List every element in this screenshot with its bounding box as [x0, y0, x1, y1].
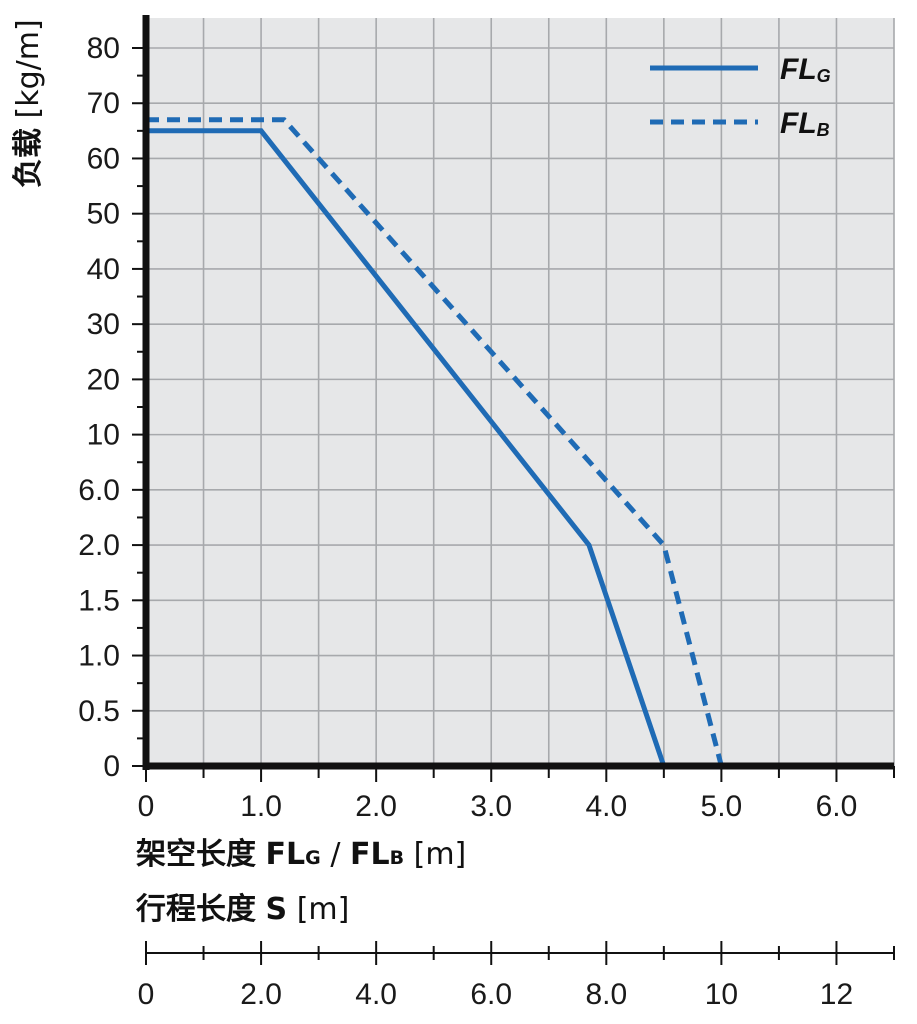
y-tick-label: 2.0 [78, 529, 120, 562]
x2-tick-label: 8.0 [585, 978, 627, 1011]
series-line-flb [146, 117, 724, 767]
y-tick-label: 0.5 [78, 695, 120, 728]
x-tick-label: 0 [138, 790, 155, 823]
y-tick-label: 1.5 [78, 584, 120, 617]
x-tick-label: 6.0 [816, 790, 858, 823]
y-tick-label: 40 [87, 253, 120, 286]
x-tick-label: 2.0 [355, 790, 397, 823]
y-tick-label: 10 [87, 419, 120, 452]
y-tick-label: 20 [87, 363, 120, 396]
series-lines [146, 117, 724, 767]
y-tick-label: 0 [103, 750, 120, 783]
y-axis-ticks: 0 0.5 1.0 1.5 2.0 6.0 10 20 30 40 50 60 70 80 [78, 32, 146, 783]
y-axis-title: 负载 [kg/m] [11, 19, 46, 188]
x2-tick-label: 4.0 [355, 978, 397, 1011]
x2-axis-title: 行程长度 S [m] [135, 892, 349, 927]
x-tick-label: 5.0 [701, 790, 743, 823]
x2-tick-label: 0 [138, 978, 155, 1011]
y-tick-label: 6.0 [78, 474, 120, 507]
legend-label-flg: FLG [780, 53, 831, 86]
x-axis-title: 架空长度 FLG / FLB [m] [136, 837, 466, 872]
y-tick-label: 80 [87, 32, 120, 65]
y-tick-label: 1.0 [78, 640, 120, 673]
x2-tick-label: 12 [820, 978, 853, 1011]
y-tick-label: 60 [87, 142, 120, 175]
x2-axis-ticks: 0 2.0 4.0 6.0 8.0 10 12 [138, 941, 895, 1011]
y-tick-label: 30 [87, 308, 120, 341]
x-tick-label: 3.0 [470, 790, 512, 823]
x-axis-ticks: 0 1.0 2.0 3.0 4.0 5.0 6.0 [138, 766, 895, 823]
x2-tick-label: 6.0 [470, 978, 512, 1011]
legend-label-flb: FLB [780, 107, 830, 140]
y-tick-label: 50 [87, 198, 120, 231]
x-tick-label: 1.0 [240, 790, 282, 823]
x2-tick-label: 10 [705, 978, 738, 1011]
legend: FLG FLB [650, 53, 831, 140]
grid [146, 18, 895, 766]
series-line-flg [146, 128, 667, 767]
x2-tick-label: 2.0 [240, 978, 282, 1011]
y-tick-label: 70 [87, 87, 120, 120]
x-tick-label: 4.0 [585, 790, 627, 823]
